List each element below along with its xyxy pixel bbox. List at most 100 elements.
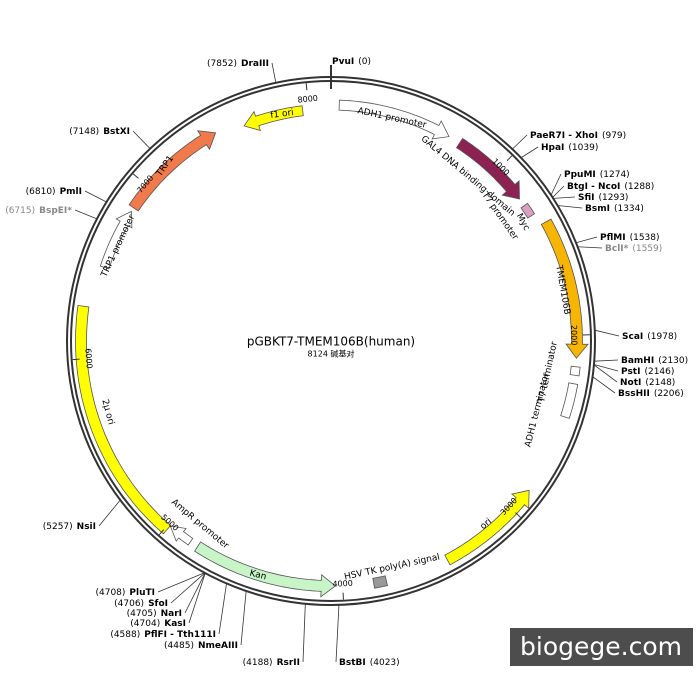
site-label: NotI (2148): [620, 378, 675, 388]
site-name: PmlI: [60, 187, 82, 197]
site-leader: [575, 236, 598, 244]
feature-arrow: [243, 105, 304, 132]
site-position: (1538): [630, 233, 660, 243]
site-label: (4704) KasI: [130, 619, 186, 629]
site-name: NarI: [161, 609, 182, 619]
site-position: (7852): [207, 59, 237, 69]
site-position: (4705): [127, 609, 157, 619]
tick-mark: [506, 155, 513, 162]
site-position: (6715): [5, 206, 35, 216]
site-leader: [271, 62, 277, 83]
feature-label: Kan: [248, 569, 267, 583]
site-name: ScaI: [622, 332, 643, 342]
site-name: BsmI: [585, 204, 610, 214]
tick-mark: [305, 83, 308, 91]
site-leader: [302, 603, 306, 663]
site-label: HpaI (1039): [541, 143, 598, 153]
site-position: (4485): [164, 641, 194, 651]
tick-label: 2000: [569, 325, 578, 346]
site-leader: [520, 146, 539, 159]
site-leader: [577, 246, 603, 249]
site-position: (1559): [632, 244, 662, 254]
site-name: PflFI - Tth111I: [144, 630, 216, 640]
site-position: (2146): [644, 367, 674, 377]
watermark: biogege.com: [520, 632, 682, 661]
site-label: ScaI (1978): [622, 332, 677, 342]
site-label: BclI* (1559): [605, 244, 662, 254]
site-label: (4588) PflFI - Tth111I: [110, 630, 216, 640]
site-position: (4188): [243, 658, 273, 668]
site-position: (979): [602, 131, 626, 141]
site-position: (2206): [654, 389, 684, 399]
plasmid-size: 8124 碱基对: [308, 349, 355, 359]
site-leader: [170, 572, 206, 604]
site-position: (1288): [624, 182, 654, 192]
site-leader: [184, 572, 206, 614]
site-name: PaeR7I - XhoI: [530, 131, 598, 141]
feature-arrow: [128, 130, 217, 212]
site-label: BssHII (2206): [618, 389, 684, 399]
feature-arrow: [444, 489, 530, 566]
site-name: PluTI: [129, 588, 155, 598]
site-position: (1293): [599, 193, 629, 203]
feature-arrow: [455, 137, 520, 200]
site-leader: [74, 209, 98, 220]
site-position: (4588): [110, 630, 140, 640]
site-label: PpuMI (1274): [564, 170, 630, 180]
site-name: PpuMI: [564, 170, 596, 180]
site-label: BtgI - NcoI (1288): [567, 182, 654, 192]
feature-label: 2μ ori: [99, 398, 115, 426]
feature-arrow: [194, 541, 336, 598]
site-position: (1274): [600, 170, 630, 180]
site-label: (4706) SfoI: [114, 599, 168, 609]
site-name: PstI: [621, 367, 640, 377]
site-label: BamHI (2130): [621, 356, 688, 366]
site-leader: [550, 173, 562, 196]
site-position: (1978): [647, 332, 677, 342]
site-position: (7148): [69, 127, 99, 137]
site-name: PflMI: [600, 233, 626, 243]
site-name: BamHI: [621, 356, 654, 366]
site-leader: [594, 359, 619, 362]
site-name: BspEI*: [39, 206, 72, 216]
feature-arrow: [169, 525, 194, 546]
site-name: SfiI: [578, 193, 595, 203]
site-position: (6810): [26, 187, 56, 197]
site-name: NsiI: [77, 522, 96, 532]
site-position: (2148): [645, 378, 675, 388]
site-label: PflMI (1538): [600, 233, 660, 243]
feature-arrow: [372, 575, 388, 589]
site-leader: [593, 364, 618, 383]
site-position: (2130): [658, 356, 688, 366]
site-name: BclI*: [605, 244, 629, 254]
tick-mark: [515, 512, 521, 518]
site-label: (4705) NarI: [127, 609, 182, 619]
site-label: PstI (2146): [621, 367, 674, 377]
site-label: (5257) NsiI: [43, 522, 96, 532]
site-label: (6715) BspEI*: [5, 206, 72, 216]
site-leader: [594, 329, 620, 337]
site-name: BssHII: [618, 389, 650, 399]
site-position: (4708): [95, 588, 125, 598]
site-position: (4706): [114, 599, 144, 609]
site-position: (0): [358, 57, 371, 67]
site-name: RsrII: [277, 658, 300, 668]
feature-arrow: [99, 210, 133, 270]
feature-arrow: [75, 304, 172, 535]
tick-label: 8000: [297, 94, 318, 105]
site-label: (4188) RsrII: [243, 658, 300, 668]
feature-label: ADH1 terminator: [523, 372, 551, 449]
site-leader: [188, 572, 206, 624]
site-leader: [132, 130, 151, 149]
site-name: PvuI: [332, 57, 354, 67]
site-position: (5257): [43, 522, 73, 532]
site-leader: [592, 376, 616, 394]
site-name: DraIII: [241, 59, 269, 69]
feature-label: HSV TK poly(A) signal: [343, 552, 440, 582]
tick-mark: [132, 173, 139, 179]
site-label: (6810) PmlI: [26, 187, 82, 197]
site-position: (1039): [568, 143, 598, 153]
site-label: BsmI (1334): [585, 204, 644, 214]
site-position: (4704): [130, 619, 160, 629]
feature-arrow: [569, 365, 581, 377]
